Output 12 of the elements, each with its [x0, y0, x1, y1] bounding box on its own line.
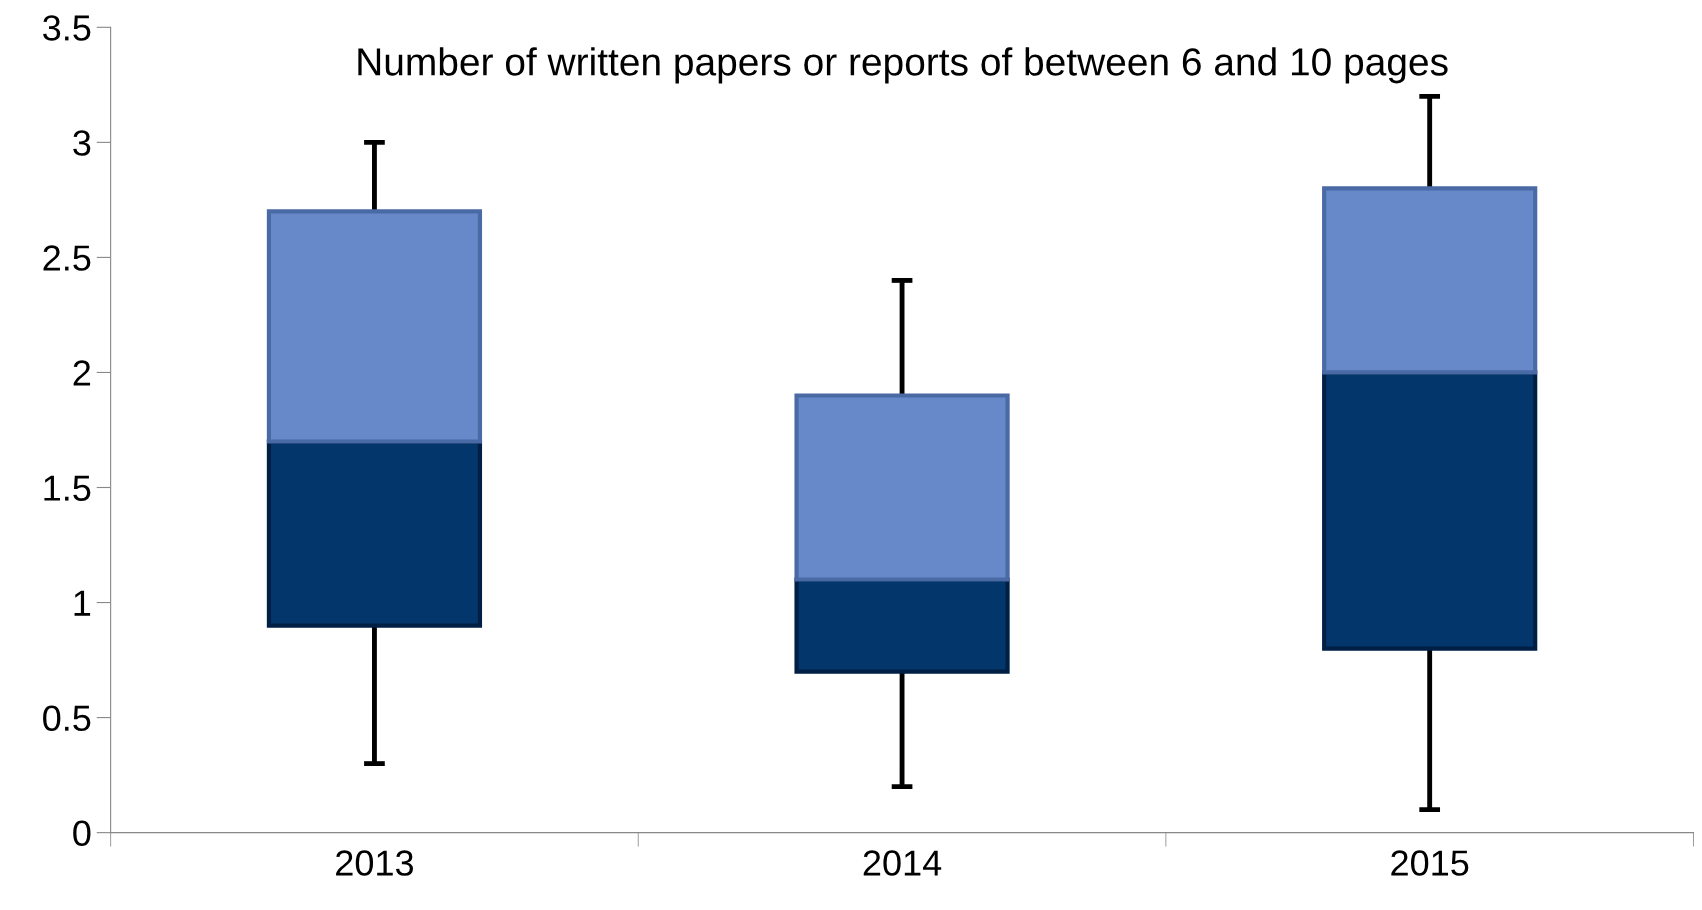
x-tick-label: 2013 — [336, 850, 414, 876]
y-tick-label: 2 — [73, 360, 91, 386]
y-tick-label: 1 — [74, 590, 91, 616]
y-tick-label: 0.5 — [43, 705, 91, 732]
x-tick-label: 2015 — [1391, 850, 1469, 876]
y-tick-label: 2.5 — [43, 245, 91, 271]
chart-title: Number of written papers or reports of between 6 and 10 pages — [358, 47, 1448, 84]
y-tick-label: 3 — [73, 130, 91, 156]
y-tick-label: 3.5 — [43, 15, 91, 41]
y-tick-label: 1.5 — [44, 475, 91, 501]
x-tick-label: 2014 — [863, 850, 942, 876]
y-tick-label: 0 — [73, 820, 91, 847]
